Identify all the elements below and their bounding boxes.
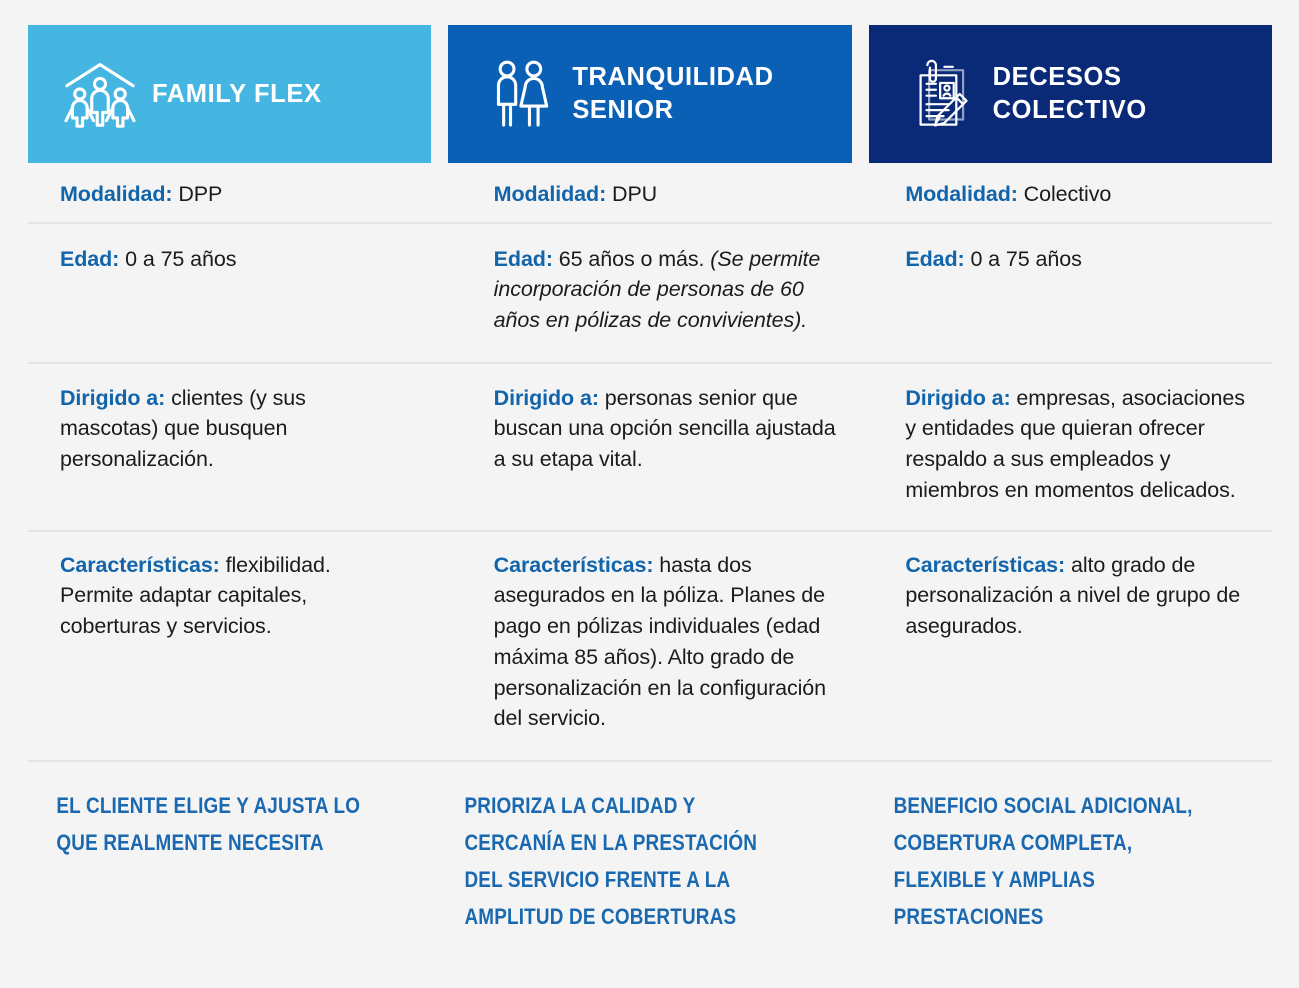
feature-value: 65 años o más. [552,246,711,271]
feature-value: 0 a 75 años [964,246,1082,271]
feature-label: Edad: [905,246,965,271]
cell-modalidad-family-flex: Modalidad: DPP [28,163,467,222]
feature-label: Dirigido a: [905,385,1011,410]
tagline-decesos-colectivo: BENEFICIO SOCIAL ADICIONAL, COBERTURA CO… [893,792,1193,929]
cell-modalidad-decesos-colectivo: Modalidad: Colectivo [895,163,1272,222]
feature-value: alto grado de personalización a nivel de… [905,552,1241,639]
feature-value: 0 a 75 años [119,246,237,271]
feature-row-modalidad: Modalidad: DPP Modalidad: DPU Modalidad:… [28,163,1272,224]
feature-label: Modalidad: [493,182,607,206]
feature-value: personas senior que buscan una opción se… [493,385,836,472]
feature-value: Colectivo [1017,182,1112,206]
tagline-tranquilidad-senior: PRIORIZA LA CALIDAD Y CERCANÍA EN LA PRE… [464,792,757,929]
cell-caracteristicas-decesos-colectivo: Características: alto grado de personali… [895,532,1272,760]
cell-dirigido-family-flex: Dirigido a: clientes (y sus mascotas) qu… [28,364,467,530]
cell-dirigido-decesos-colectivo: Dirigido a: empresas, asociaciones y ent… [895,364,1272,530]
feature-row-dirigido-a: Dirigido a: clientes (y sus mascotas) qu… [28,364,1272,532]
cell-edad-decesos-colectivo: Edad: 0 a 75 años [895,224,1272,362]
product-title: DECESOS COLECTIVO [992,63,1147,124]
feature-value: flexibilidad. Permite adaptar capitales,… [60,552,331,639]
cell-caracteristicas-tranquilidad-senior: Características: hasta dos asegurados en… [484,532,879,760]
product-header-row: FAMILY FLEX TRANQUILIDAD SENIOR [28,25,1272,163]
cell-modalidad-tranquilidad-senior: Modalidad: DPU [484,163,879,222]
feature-label: Dirigido a: [493,385,599,410]
feature-row-caracteristicas: Características: flexibilidad. Permite a… [28,532,1272,762]
feature-value: empresas, asociaciones y entidades que q… [905,385,1245,502]
cell-dirigido-tranquilidad-senior: Dirigido a: personas senior que buscan u… [484,364,879,530]
product-title: TRANQUILIDAD SENIOR [572,63,774,124]
feature-label: Modalidad: [60,182,173,206]
product-header-decesos-colectivo[interactable]: DECESOS COLECTIVO [868,25,1272,163]
feature-label: Características: [493,552,654,577]
family-house-icon [62,56,138,132]
product-header-tranquilidad-senior[interactable]: TRANQUILIDAD SENIOR [448,25,852,163]
feature-value: clientes (y sus mascotas) que busquen pe… [60,385,306,472]
product-title: FAMILY FLEX [152,79,322,108]
feature-value: hasta dos asegurados en la póliza. Plane… [493,552,827,731]
feature-value: DPU [606,182,658,206]
cell-edad-tranquilidad-senior: Edad: 65 años o más. (Se permite incorpo… [484,224,879,362]
feature-label: Dirigido a: [60,385,166,410]
feature-value: DPP [172,182,223,206]
tagline-family-flex: EL CLIENTE ELIGE Y AJUSTA LO QUE REALMEN… [56,792,361,855]
feature-label: Modalidad: [905,182,1018,206]
cell-caracteristicas-family-flex: Características: flexibilidad. Permite a… [28,532,467,760]
feature-note: (Se permite incorporación de personas de… [493,246,821,333]
feature-label: Características: [905,552,1066,577]
feature-label: Edad: [493,246,553,271]
tagline-row: EL CLIENTE ELIGE Y AJUSTA LO QUE REALMEN… [28,762,1272,936]
feature-rows: Modalidad: DPP Modalidad: DPU Modalidad:… [28,163,1272,762]
document-pen-icon [903,56,979,132]
feature-row-edad: Edad: 0 a 75 años Edad: 65 años o más. (… [28,224,1272,364]
feature-label: Características: [60,552,220,577]
senior-couple-icon [482,56,558,132]
feature-label: Edad: [60,246,120,271]
product-header-family-flex[interactable]: FAMILY FLEX [28,25,432,163]
cell-edad-family-flex: Edad: 0 a 75 años [28,224,467,362]
